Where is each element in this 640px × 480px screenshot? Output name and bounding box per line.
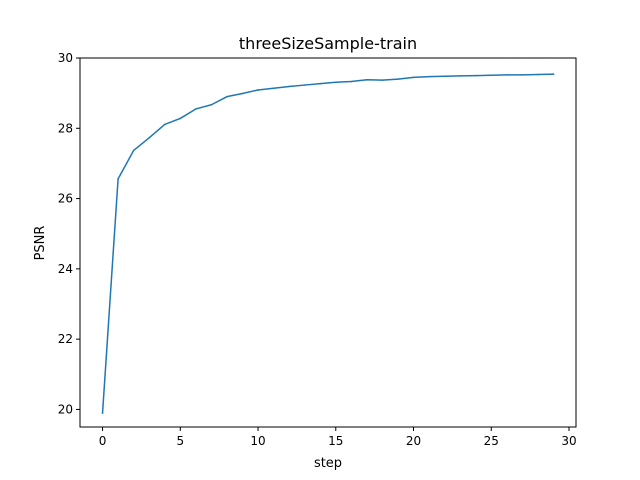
data-point [443, 75, 446, 78]
data-point [319, 82, 322, 85]
x-tick-label: 5 [176, 434, 184, 448]
x-axis-label: step [314, 456, 342, 471]
data-point [521, 74, 524, 76]
data-point [537, 73, 539, 76]
data-point [148, 136, 150, 139]
y-tick-label: 26 [58, 192, 73, 206]
plot-frame [79, 57, 577, 428]
x-tick-label: 15 [328, 434, 343, 448]
x-tick-label: 20 [406, 434, 421, 448]
data-point [272, 87, 275, 90]
data-point [101, 412, 104, 414]
series-line-0 [101, 73, 555, 414]
y-tick-label: 24 [58, 262, 73, 276]
data-point [179, 117, 182, 120]
data-point [506, 74, 508, 76]
data-point [381, 79, 384, 81]
data-point [350, 80, 353, 83]
data-point [412, 76, 415, 79]
data-point [490, 74, 493, 77]
data-point [303, 84, 306, 86]
y-axis-label: PSNR [33, 226, 48, 261]
data-point [163, 123, 166, 126]
x-tick-label: 30 [561, 434, 576, 448]
data-point [474, 74, 477, 77]
y-tick-label: 30 [58, 51, 73, 65]
data-point [552, 73, 555, 75]
data-point [257, 89, 259, 91]
data-point [226, 95, 228, 98]
y-tick-label: 22 [58, 332, 73, 346]
data-point [117, 178, 119, 180]
data-point [428, 75, 430, 78]
data-point [241, 92, 244, 95]
y-tick-label: 28 [58, 121, 73, 135]
data-point [288, 85, 290, 88]
data-point [366, 78, 368, 81]
data-point [459, 75, 461, 77]
plot-layer: 0 5 10 15 20 25 30 20 22 24 26 28 30 [58, 51, 577, 448]
chart-title: threeSizeSample-train [239, 34, 417, 53]
data-point [334, 81, 337, 84]
x-tick-label: 10 [250, 434, 265, 448]
x-tick-label: 25 [484, 434, 499, 448]
data-point [132, 149, 135, 152]
y-tick-label: 20 [58, 402, 73, 416]
x-tick-label: 0 [99, 434, 107, 448]
data-point [210, 103, 213, 106]
data-point [195, 108, 197, 110]
data-point [397, 78, 399, 80]
